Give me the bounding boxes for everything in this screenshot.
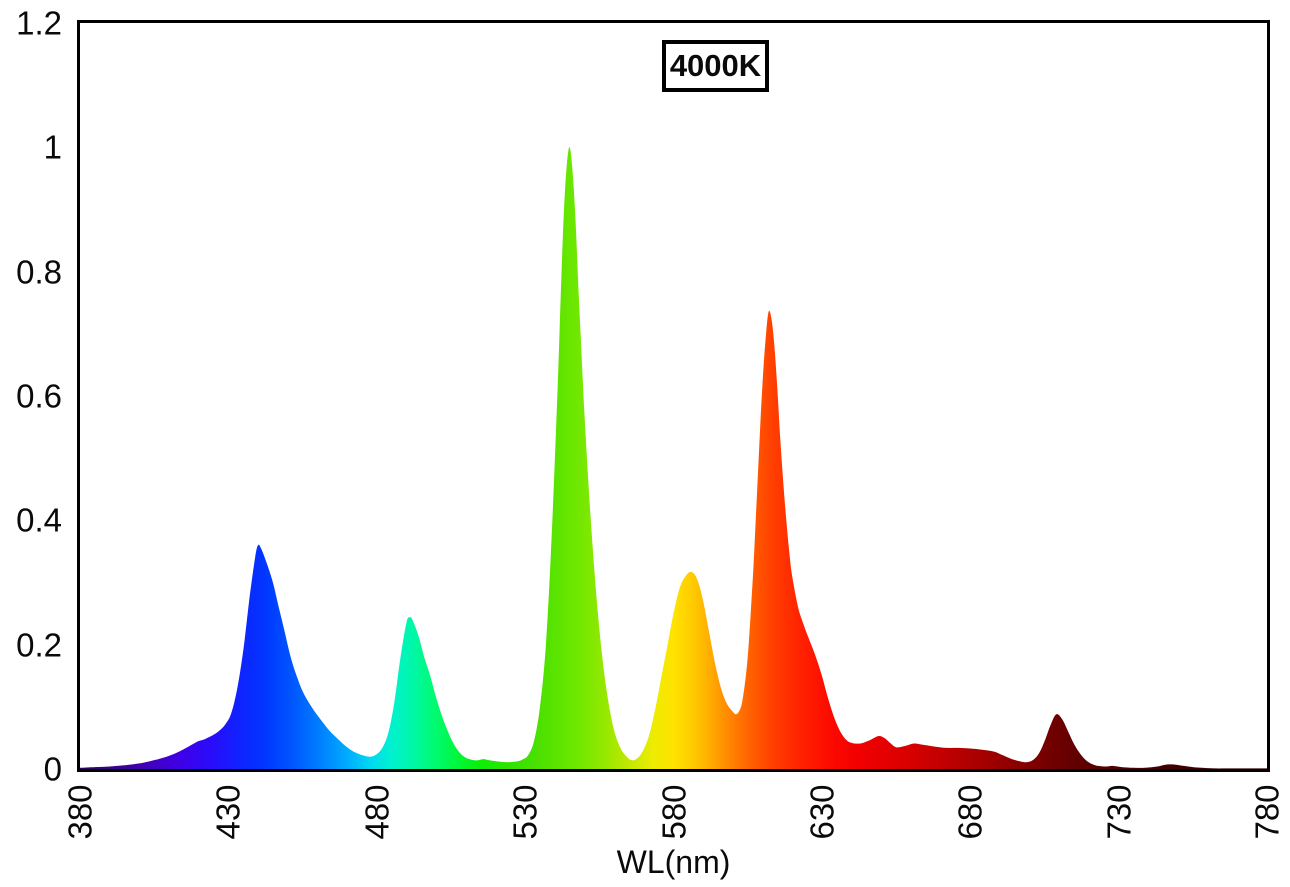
y-tick-label: 1: [43, 128, 62, 166]
x-tick-label: 730: [1100, 784, 1138, 840]
y-tick-label: 0.6: [16, 377, 62, 415]
y-tick-label: 0.8: [16, 253, 62, 291]
x-tick-label: 780: [1248, 784, 1286, 840]
y-tick-label: 1.2: [16, 4, 62, 42]
x-tick-label: 480: [358, 784, 396, 840]
x-tick-label: 680: [951, 784, 989, 840]
x-tick-label: 380: [61, 784, 99, 840]
x-tick-label: 530: [506, 784, 544, 840]
x-tick-label: 630: [803, 784, 841, 840]
plot-area: [77, 20, 1270, 772]
spectrum-curve: [80, 147, 1267, 769]
x-tick-label: 580: [655, 784, 692, 840]
y-tick-label: 0.4: [16, 501, 62, 539]
x-tick-label: 430: [209, 784, 247, 840]
chart-title-box: 4000K: [662, 40, 769, 92]
x-axis-title: WL(nm): [616, 844, 731, 880]
y-tick-label: 0: [43, 750, 62, 788]
chart-title: 4000K: [669, 48, 762, 83]
spectrum-area-fill: [80, 147, 1267, 769]
y-tick-label: 0.2: [16, 626, 62, 664]
